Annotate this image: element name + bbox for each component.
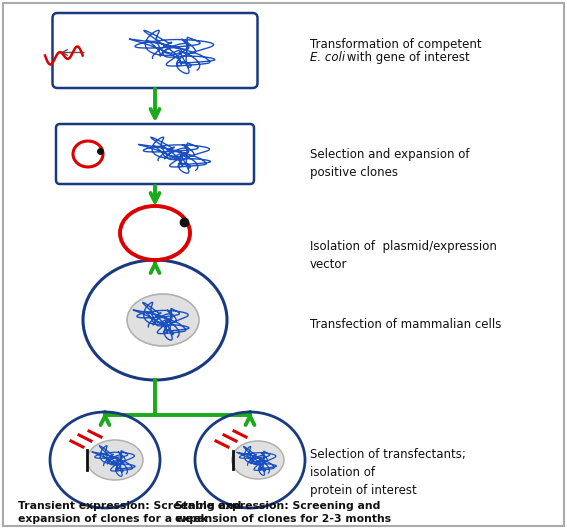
Ellipse shape (232, 441, 284, 479)
FancyBboxPatch shape (53, 13, 257, 88)
Text: Transient expression: Screening and
expansion of clones for a week: Transient expression: Screening and expa… (18, 501, 242, 524)
Text: Transformation of competent: Transformation of competent (310, 38, 481, 51)
FancyBboxPatch shape (56, 124, 254, 184)
Text: Selection and expansion of
positive clones: Selection and expansion of positive clon… (310, 148, 469, 179)
Text: Transfection of mammalian cells: Transfection of mammalian cells (310, 318, 501, 332)
Ellipse shape (87, 440, 143, 480)
Ellipse shape (127, 294, 199, 346)
Text: E. coli: E. coli (310, 51, 345, 64)
Text: with gene of interest: with gene of interest (343, 51, 469, 64)
Text: Isolation of  plasmid/expression
vector: Isolation of plasmid/expression vector (310, 240, 497, 271)
Text: Selection of transfectants;
isolation of
protein of interest: Selection of transfectants; isolation of… (310, 448, 466, 497)
Text: Stable expression: Screening and
expansion of clones for 2-3 months: Stable expression: Screening and expansi… (175, 501, 391, 524)
